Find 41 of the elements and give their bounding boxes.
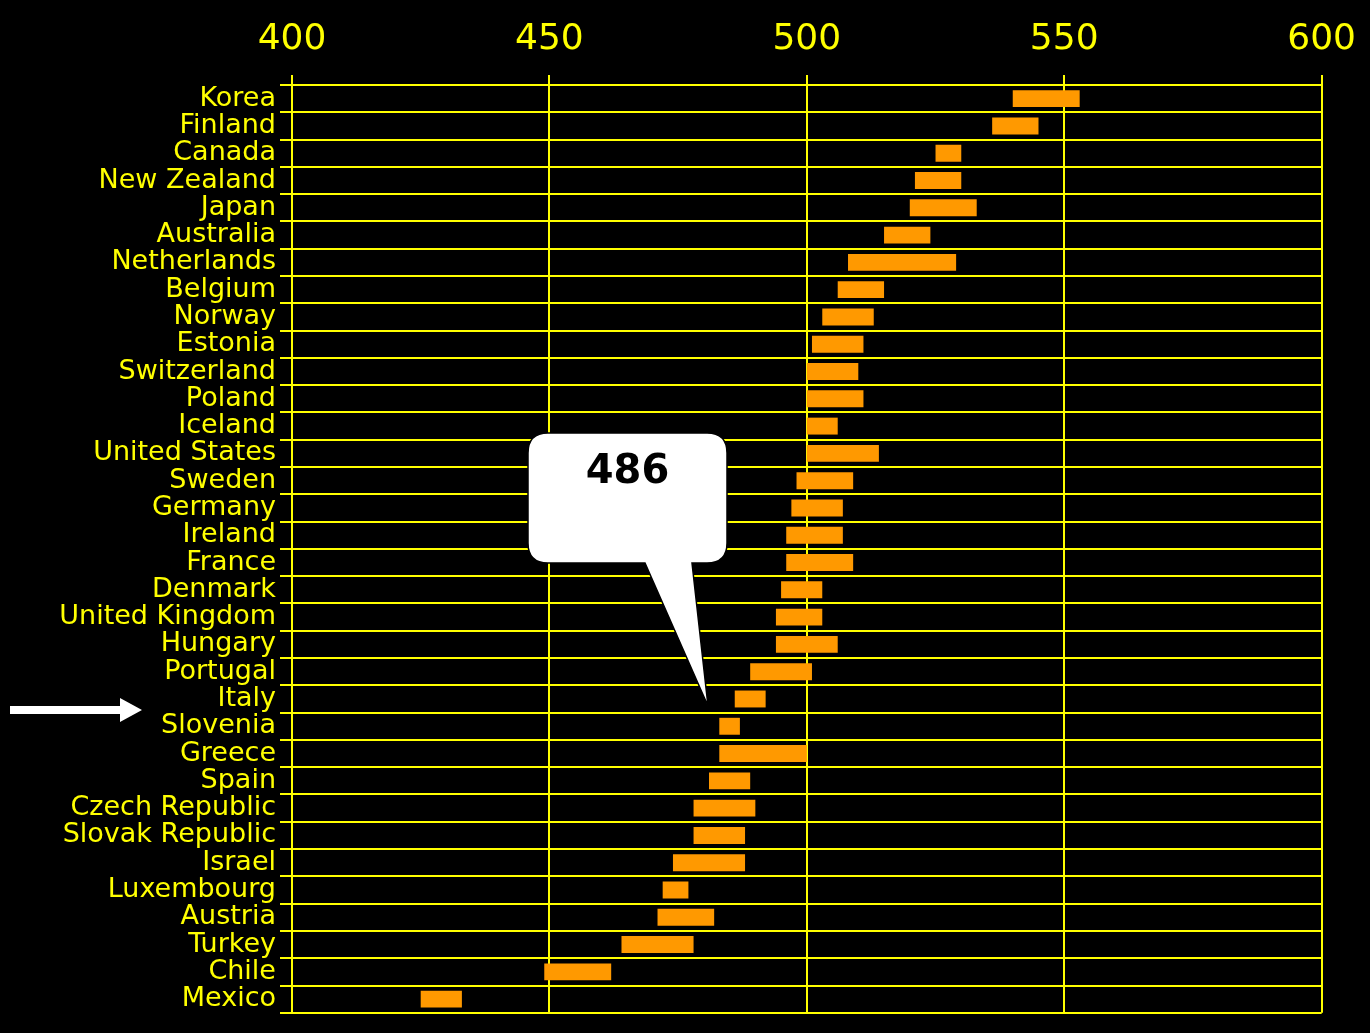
y-tick-label: Mexico [181,981,276,1013]
x-tick-label: 400 [257,15,327,57]
bar [775,608,823,626]
x-tick-label: 450 [515,15,584,57]
bar [734,690,766,708]
bar [672,854,746,872]
bar [935,144,962,162]
x-tick-label: 600 [1287,15,1356,57]
bar [848,253,957,271]
bar [693,826,746,844]
bar [914,172,962,189]
bar [709,772,751,790]
bar [796,472,854,490]
bar [806,363,859,380]
annotation: 486 [584,446,671,492]
bar [693,799,756,817]
bar [806,417,838,435]
bar [786,526,843,544]
bar [420,990,462,1008]
bar [909,199,977,217]
bar [657,908,715,926]
bar [750,663,812,681]
bar [775,635,838,653]
bar [884,226,931,244]
bar [811,335,864,353]
bar [806,444,879,462]
bar [1012,90,1080,108]
bar [662,881,689,899]
bar [992,117,1039,135]
bar [544,963,612,981]
bar [822,308,874,326]
x-tick-label: 550 [1029,15,1099,57]
bar [837,281,885,299]
bar [786,554,854,571]
x-tick-label: 500 [772,15,842,57]
bar [719,717,740,735]
bar [719,745,807,763]
bar [806,390,864,408]
bar [621,936,694,954]
bar [781,581,823,599]
bar [791,499,843,517]
